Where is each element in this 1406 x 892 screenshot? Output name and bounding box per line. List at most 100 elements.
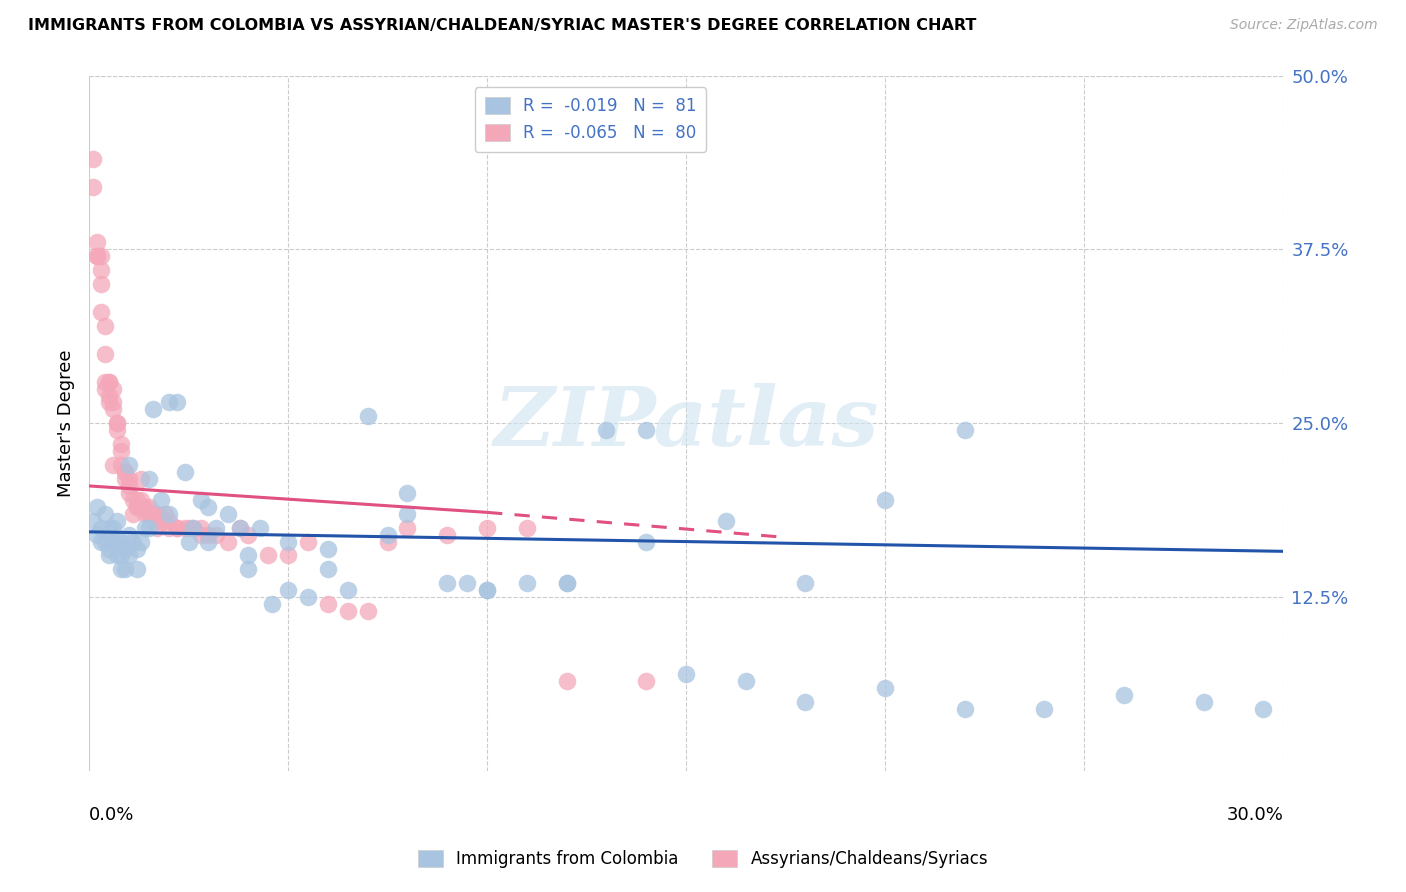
Point (173, 465, 195, 479)
Point (125, 541, 148, 556)
Point (675, 666, 697, 681)
Point (734, 673, 756, 688)
Point (475, 583, 498, 598)
Point (396, 521, 419, 535)
Point (377, 534, 399, 549)
Point (794, 695, 817, 709)
Point (166, 395, 188, 409)
Point (101, 382, 124, 396)
Point (181, 521, 204, 535)
Point (110, 444, 132, 458)
Point (101, 534, 124, 549)
Point (86, 235, 108, 250)
Point (1033, 701, 1056, 715)
Point (1251, 701, 1274, 715)
Point (94, 347, 117, 361)
Point (90, 263, 112, 277)
Point (516, 576, 538, 591)
Point (217, 534, 239, 549)
Point (297, 534, 319, 549)
Point (875, 681, 897, 695)
Point (94, 507, 117, 521)
Point (396, 507, 419, 521)
Point (110, 549, 132, 563)
Point (101, 458, 124, 472)
Point (262, 597, 284, 611)
Point (82, 514, 104, 528)
Point (134, 521, 156, 535)
Point (94, 375, 117, 389)
Point (98, 521, 121, 535)
Point (86, 249, 108, 263)
Point (555, 576, 578, 591)
Point (101, 395, 124, 409)
Point (636, 423, 658, 437)
Point (101, 402, 124, 417)
Point (217, 507, 239, 521)
Point (90, 305, 112, 319)
Point (114, 465, 136, 479)
Point (110, 437, 132, 451)
Point (134, 507, 156, 521)
Point (98, 375, 121, 389)
Point (121, 492, 143, 507)
Point (90, 277, 112, 292)
Point (953, 701, 976, 715)
Point (138, 500, 160, 514)
Point (94, 534, 117, 549)
Point (197, 534, 219, 549)
Point (436, 527, 458, 541)
Point (110, 458, 132, 472)
Point (121, 507, 143, 521)
Point (101, 521, 124, 535)
Point (82, 179, 104, 194)
Point (297, 591, 319, 605)
Point (118, 479, 141, 493)
Point (229, 521, 252, 535)
Point (125, 500, 148, 514)
Point (105, 549, 128, 563)
Point (257, 549, 280, 563)
Point (114, 472, 136, 486)
Point (105, 534, 128, 549)
Point (153, 507, 176, 521)
Point (86, 249, 108, 263)
Point (316, 541, 339, 556)
Point (94, 382, 117, 396)
Point (138, 507, 160, 521)
Point (475, 583, 498, 598)
Point (336, 583, 359, 598)
Point (125, 492, 148, 507)
Text: Source: ZipAtlas.com: Source: ZipAtlas.com (1230, 18, 1378, 32)
Point (142, 402, 165, 417)
Point (149, 514, 172, 528)
Point (714, 514, 737, 528)
Point (149, 492, 172, 507)
Point (86, 527, 108, 541)
Point (555, 673, 578, 688)
Point (157, 395, 180, 409)
Point (190, 521, 212, 535)
Point (90, 521, 112, 535)
Point (277, 534, 299, 549)
Point (110, 534, 132, 549)
Point (82, 152, 104, 166)
Point (98, 541, 121, 556)
Point (190, 492, 212, 507)
Point (114, 465, 136, 479)
Point (794, 576, 817, 591)
Point (157, 507, 180, 521)
Point (118, 527, 141, 541)
Point (118, 472, 141, 486)
Point (138, 521, 160, 535)
Point (595, 423, 617, 437)
Point (114, 541, 136, 556)
Point (149, 514, 172, 528)
Text: 0.0%: 0.0% (89, 805, 135, 824)
Point (114, 562, 136, 576)
Point (277, 549, 299, 563)
Point (636, 534, 658, 549)
Point (205, 521, 228, 535)
Point (190, 527, 212, 541)
Point (125, 562, 148, 576)
